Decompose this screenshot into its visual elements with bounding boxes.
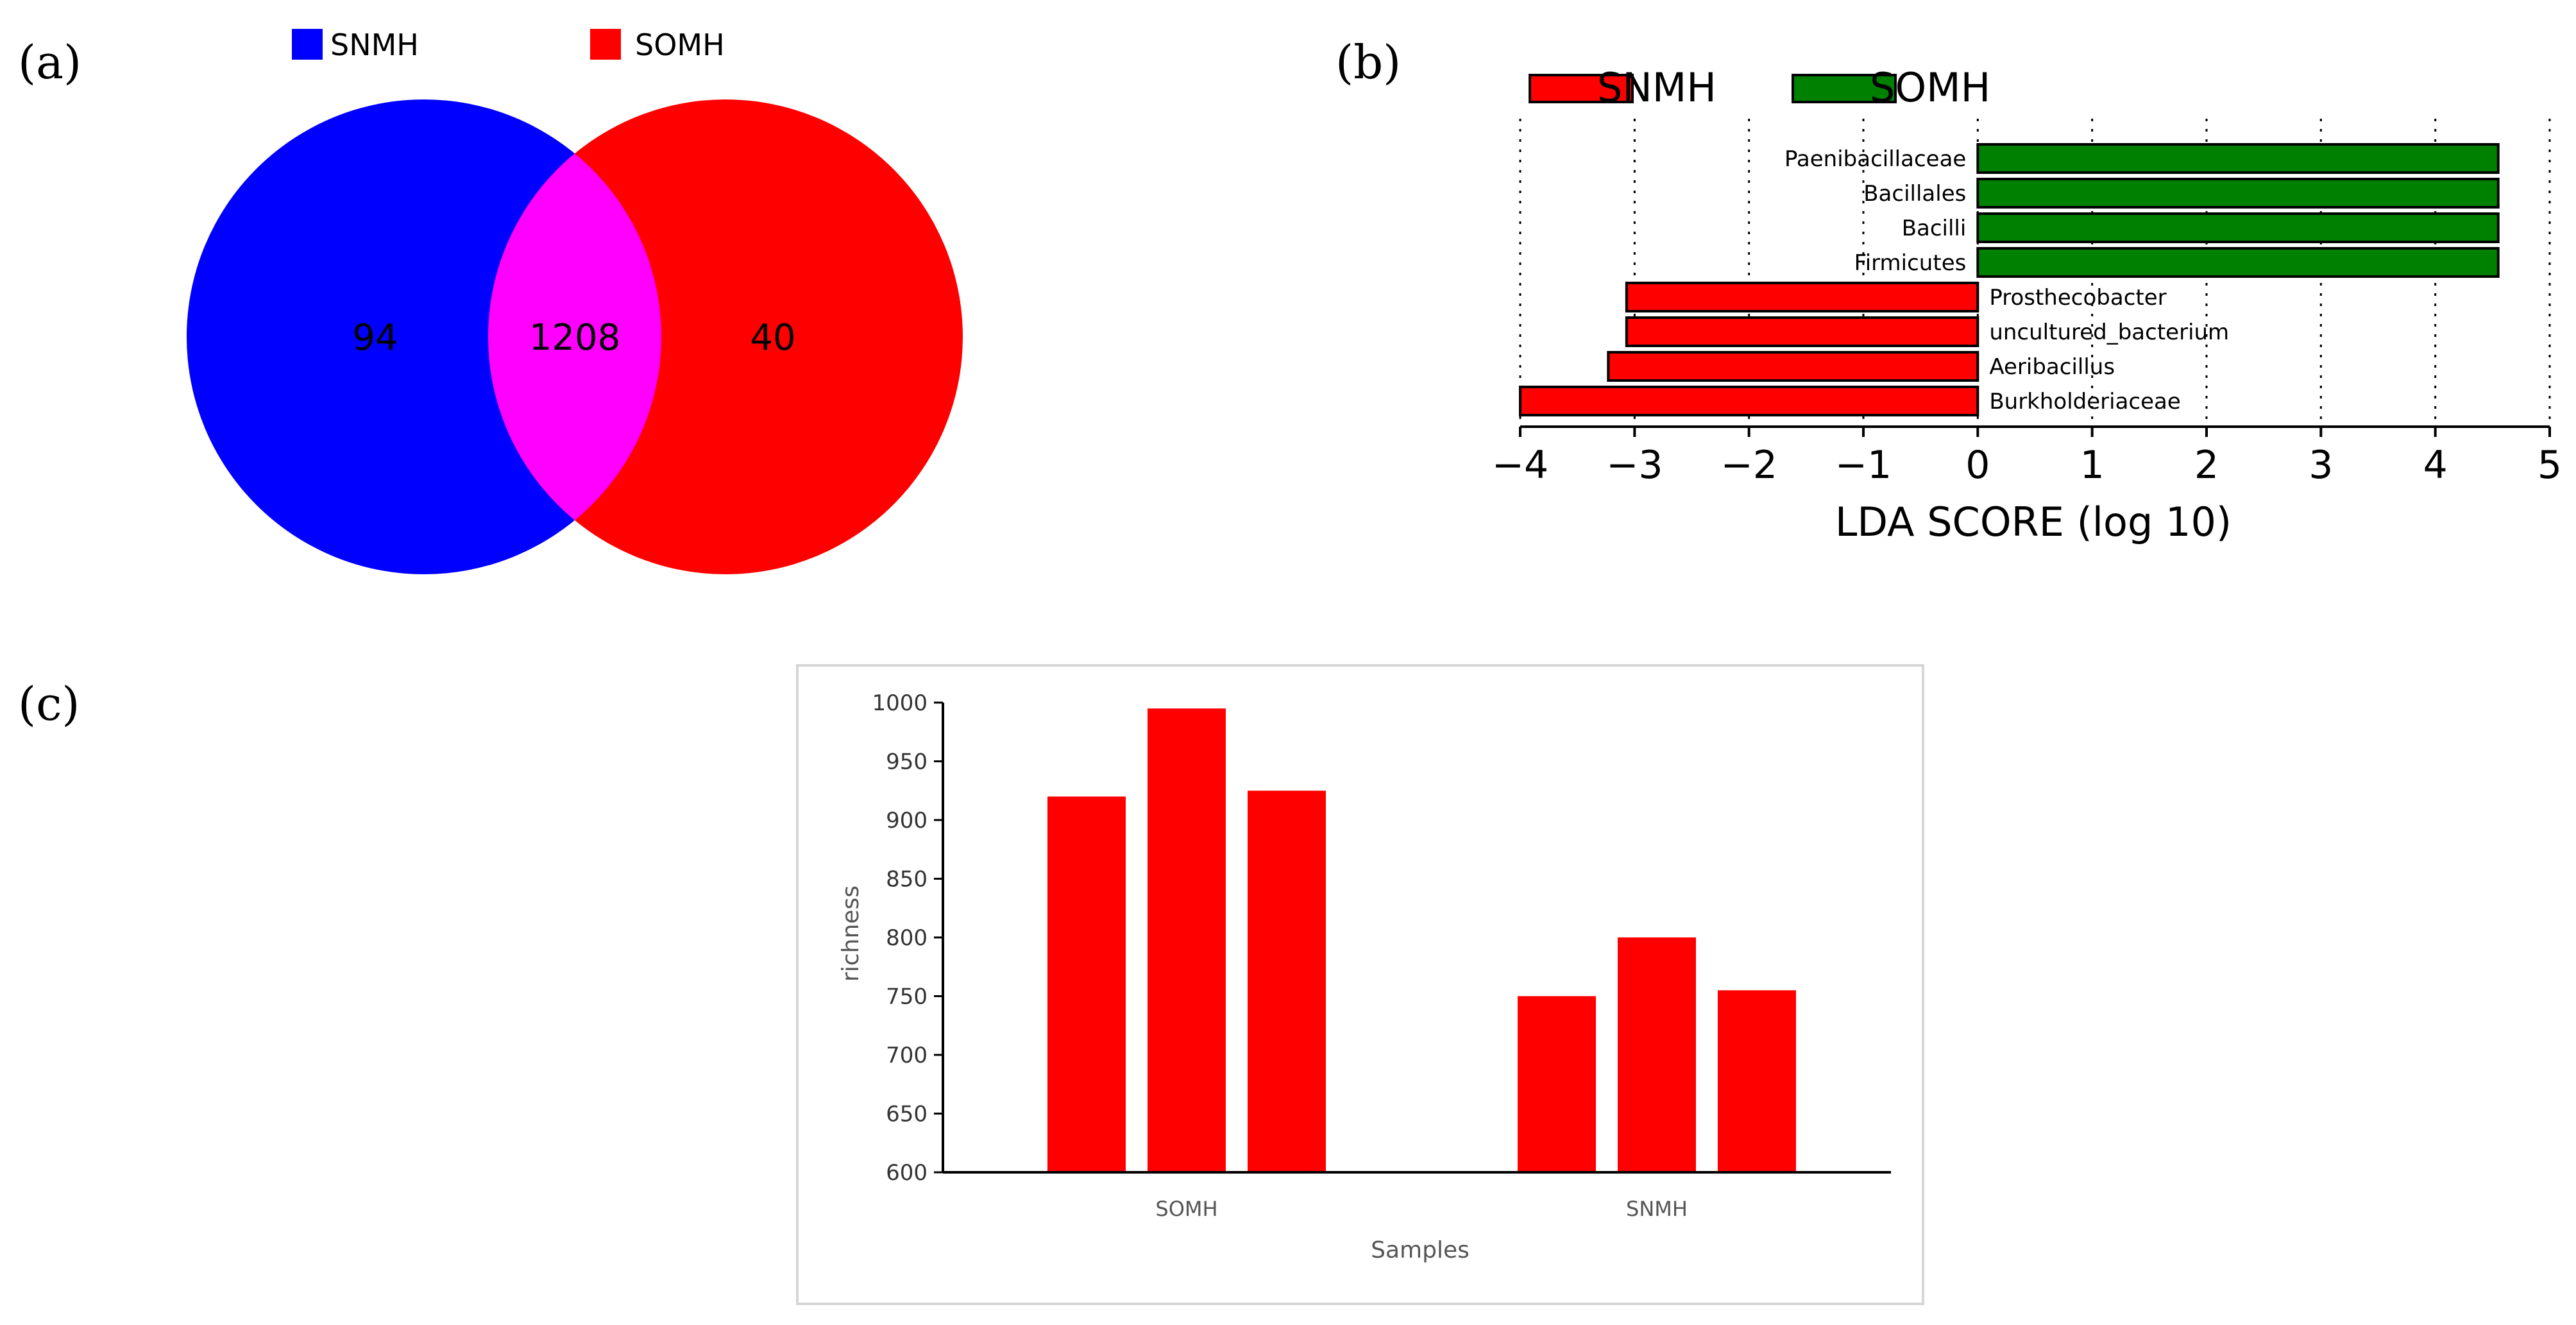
lda-bar — [1976, 212, 2500, 243]
lda-legend-label-snmh: SNMH — [1597, 64, 1716, 111]
lda-tick-label: 1 — [2080, 443, 2105, 488]
lda-tick-label: 5 — [2538, 443, 2562, 488]
lda-tick-label: 0 — [1965, 443, 1990, 488]
panel-label-c: (c) — [18, 677, 80, 731]
lda-taxon-label: Aeribacillus — [1989, 354, 2115, 380]
lda-tick-label: −2 — [1720, 443, 1777, 488]
venn-count-somh-only: 40 — [750, 317, 795, 359]
lda-legend-swatch-snmh — [1529, 74, 1634, 103]
lda-tick-label: −3 — [1606, 443, 1663, 488]
venn-legend-label-snmh: SNMH — [330, 28, 419, 62]
lda-taxon-label: Firmicutes — [1854, 250, 1967, 276]
lda-tick-label: 3 — [2309, 443, 2333, 488]
richness-y-tick-label: 650 — [886, 1102, 928, 1127]
lda-tick-label: 2 — [2194, 443, 2219, 488]
venn-count-intersection: 1208 — [529, 317, 621, 359]
richness-chart-frame — [796, 664, 1924, 1305]
richness-y-ticks: 600 650 700 750 800 850 900 950 1000 — [872, 690, 943, 1186]
richness-y-tick-label: 700 — [886, 1043, 928, 1068]
lda-taxon-label: uncultured_bacterium — [1989, 320, 2229, 345]
richness-bar — [1248, 791, 1326, 1172]
lda-bar — [1625, 316, 1979, 347]
richness-y-axis-label: richness — [838, 885, 864, 982]
richness-bar — [1618, 937, 1696, 1172]
richness-y-tick-label: 900 — [886, 808, 928, 833]
venn-count-snmh-only: 94 — [352, 317, 398, 359]
lda-taxon-labels: Paenibacillaceae Bacillales Bacilli Firmicu… — [1784, 146, 2229, 415]
richness-y-tick-label: 950 — [886, 749, 928, 775]
richness-category-label: SOMH — [1155, 1197, 1217, 1221]
richness-category-labels: SOMH SNMH — [1155, 1197, 1688, 1221]
lda-bar — [1607, 351, 1979, 382]
richness-bar — [1047, 796, 1126, 1172]
richness-bar — [1718, 990, 1796, 1172]
venn-legend-swatch-somh — [590, 29, 621, 60]
lda-bar — [1976, 247, 2500, 278]
lda-taxon-label: Paenibacillaceae — [1784, 146, 1966, 172]
lda-legend-label-somh: SOMH — [1870, 64, 1990, 111]
lda-taxon-label: Burkholderiaceae — [1989, 389, 2180, 415]
richness-bars — [1047, 708, 1796, 1172]
lda-tick-label: −1 — [1835, 443, 1892, 488]
lda-bar — [1976, 143, 2500, 174]
richness-y-tick-label: 750 — [886, 984, 928, 1010]
lda-x-axis-label: LDA SCORE (log 10) — [1835, 499, 2232, 545]
lda-bars — [1519, 143, 2500, 416]
lda-bar — [1519, 386, 1979, 416]
richness-y-tick-label: 600 — [886, 1160, 928, 1186]
lda-taxon-label: Prosthecobacter — [1989, 285, 2166, 311]
lda-bar — [1976, 178, 2500, 209]
venn-intersection — [488, 99, 661, 574]
richness-y-tick-label: 1000 — [872, 690, 928, 716]
panel-label-b: (b) — [1335, 35, 1401, 89]
richness-x-axis-label: Samples — [1371, 1237, 1470, 1263]
richness-y-tick-label: 800 — [886, 925, 928, 951]
lda-bar — [1625, 282, 1979, 312]
richness-category-label: SNMH — [1626, 1197, 1688, 1221]
venn-legend-label-somh: SOMH — [635, 28, 725, 62]
lda-tick-label: −4 — [1492, 443, 1548, 488]
richness-y-tick-label: 850 — [886, 867, 928, 893]
venn-legend-swatch-snmh — [292, 29, 323, 60]
lda-legend-swatch-somh — [1792, 74, 1897, 103]
richness-bar — [1518, 996, 1596, 1172]
panel-label-a: (a) — [18, 35, 81, 89]
lda-x-ticks: −4 −3 −2 −1 0 1 2 3 4 5 — [1492, 427, 2562, 488]
lda-tick-label: 4 — [2423, 443, 2448, 488]
lda-taxon-label: Bacillales — [1863, 181, 1966, 207]
lda-taxon-label: Bacilli — [1902, 216, 1967, 241]
richness-bar — [1148, 708, 1226, 1172]
